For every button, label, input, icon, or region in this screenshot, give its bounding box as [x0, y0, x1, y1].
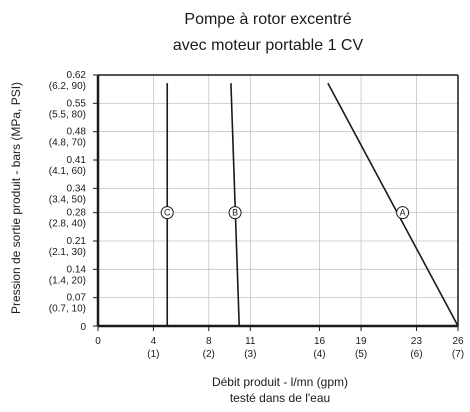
y-tick-label: 0.21: [67, 236, 87, 247]
y-tick-label: 0.48: [67, 127, 87, 138]
curves: A B C: [160, 82, 459, 327]
chart-title-line-1: Pompe à rotor excentré: [184, 11, 351, 28]
y-axis-label: Pression de sortie produit - bars (MPa, …: [9, 82, 23, 314]
x-tick-sublabel: (6): [410, 349, 422, 360]
y-tick-sublabel: (2.8, 40): [49, 219, 86, 230]
y-tick-sublabel: (6.2, 90): [49, 81, 86, 92]
x-axis-label-line-1: Débit produit - l/mn (gpm): [212, 375, 348, 389]
curve-a-label-circle: [396, 206, 410, 220]
y-tick-sublabel: (5.5, 80): [49, 109, 86, 120]
x-tick-label: 11: [245, 336, 256, 347]
x-tick-sublabel: (4): [313, 349, 325, 360]
x-axis-label-line-2: testé dans de l'eau: [230, 391, 330, 405]
y-tick-label: 0.07: [67, 293, 87, 304]
curve-b: [230, 83, 241, 327]
y-tick-label: 0: [80, 322, 86, 333]
x-tick-label: 26: [452, 336, 464, 347]
y-tick-label: 0.62: [67, 70, 87, 81]
x-tick-label: 19: [356, 336, 368, 347]
y-tick-label: 0.28: [67, 208, 87, 219]
y-tick-sublabel: (3.4, 50): [49, 194, 86, 205]
x-tick-label: 16: [314, 336, 326, 347]
curve-b-label-circle: [228, 206, 242, 220]
y-tick-sublabel: (0.7, 10): [49, 304, 86, 315]
curve-a-label: A: [400, 208, 406, 218]
curve-b-label: B: [232, 208, 238, 218]
x-tick-label: 4: [151, 336, 157, 347]
x-tick-label: 23: [411, 336, 423, 347]
curve-c-label: C: [164, 208, 171, 218]
y-tick-sublabel: (4.1, 60): [49, 166, 86, 177]
grid: [98, 75, 458, 326]
y-tick-label: 0.14: [67, 264, 87, 275]
x-tick-sublabel: (7): [452, 349, 464, 360]
y-tick-label: 0.34: [67, 183, 87, 194]
y-tick-sublabel: (4.8, 70): [49, 138, 86, 149]
x-tick-sublabel: (5): [355, 349, 367, 360]
curve-c-label-circle: [160, 206, 174, 220]
y-tick-label: 0.41: [67, 155, 87, 166]
chart-title-line-2: avec moteur portable 1 CV: [173, 37, 364, 54]
x-tick-sublabel: (2): [203, 349, 215, 360]
x-tick-label: 8: [206, 336, 212, 347]
y-tick-label: 0.55: [67, 98, 87, 109]
y-tick-sublabel: (1.4, 20): [49, 275, 86, 286]
x-tick-sublabel: (3): [244, 349, 256, 360]
curve-a: [327, 82, 459, 327]
x-tick-sublabel: (1): [147, 349, 159, 360]
axes: 0 4(1)8(2)11(3)16(4)19(5)23(6)26(7)00.07(…: [49, 70, 464, 360]
x-tick-label: 0: [95, 336, 101, 347]
y-tick-sublabel: (2.1, 30): [49, 247, 86, 258]
